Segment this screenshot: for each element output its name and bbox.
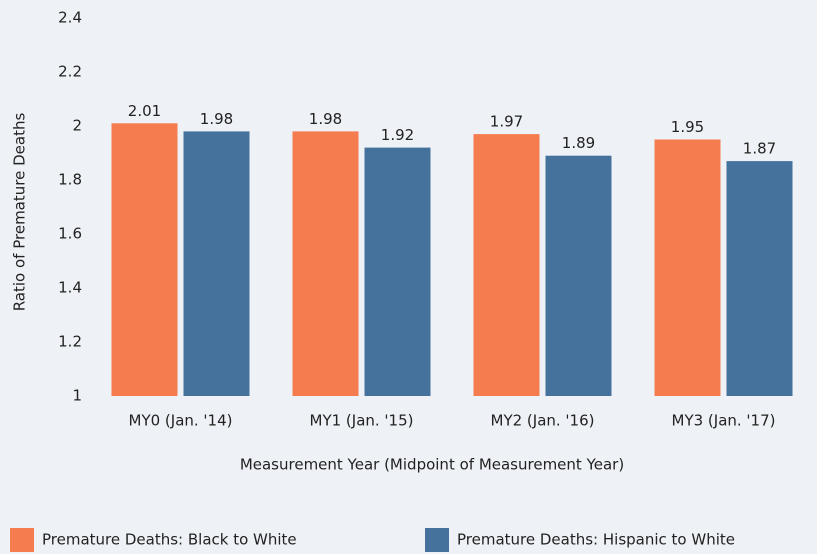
data-label: 1.92 xyxy=(381,126,414,144)
x-tick-label: MY3 (Jan. '17) xyxy=(672,412,776,430)
bar xyxy=(364,147,431,396)
legend-swatch xyxy=(10,528,34,552)
bar xyxy=(292,131,359,396)
y-tick-label: 1.8 xyxy=(58,171,82,189)
data-label: 1.97 xyxy=(490,113,523,131)
y-axis-title: Ratio of Premature Deaths xyxy=(11,113,29,312)
data-label: 1.89 xyxy=(562,134,595,152)
legend-label: Premature Deaths: Hispanic to White xyxy=(457,531,735,549)
bar xyxy=(726,161,793,396)
bar xyxy=(545,155,612,396)
y-tick-label: 2 xyxy=(72,117,82,135)
data-label: 1.98 xyxy=(200,110,233,128)
data-label: 1.98 xyxy=(309,110,342,128)
y-tick-label: 2.2 xyxy=(58,63,82,81)
y-tick-label: 2.4 xyxy=(58,9,82,27)
y-tick-label: 1.2 xyxy=(58,333,82,351)
bar xyxy=(183,131,250,396)
data-label: 1.95 xyxy=(671,118,704,136)
y-tick-label: 1.6 xyxy=(58,225,82,243)
x-axis-title: Measurement Year (Midpoint of Measuremen… xyxy=(240,456,624,474)
y-tick-label: 1.4 xyxy=(58,279,82,297)
bar xyxy=(654,139,721,396)
y-tick-label: 1 xyxy=(72,387,82,405)
legend-label: Premature Deaths: Black to White xyxy=(42,531,297,549)
x-tick-label: MY2 (Jan. '16) xyxy=(491,412,595,430)
x-tick-label: MY1 (Jan. '15) xyxy=(310,412,414,430)
legend-swatch xyxy=(425,528,449,552)
data-label: 2.01 xyxy=(128,102,161,120)
data-label: 1.87 xyxy=(743,140,776,158)
bar xyxy=(473,134,540,396)
x-tick-label: MY0 (Jan. '14) xyxy=(129,412,233,430)
bar xyxy=(111,123,178,397)
